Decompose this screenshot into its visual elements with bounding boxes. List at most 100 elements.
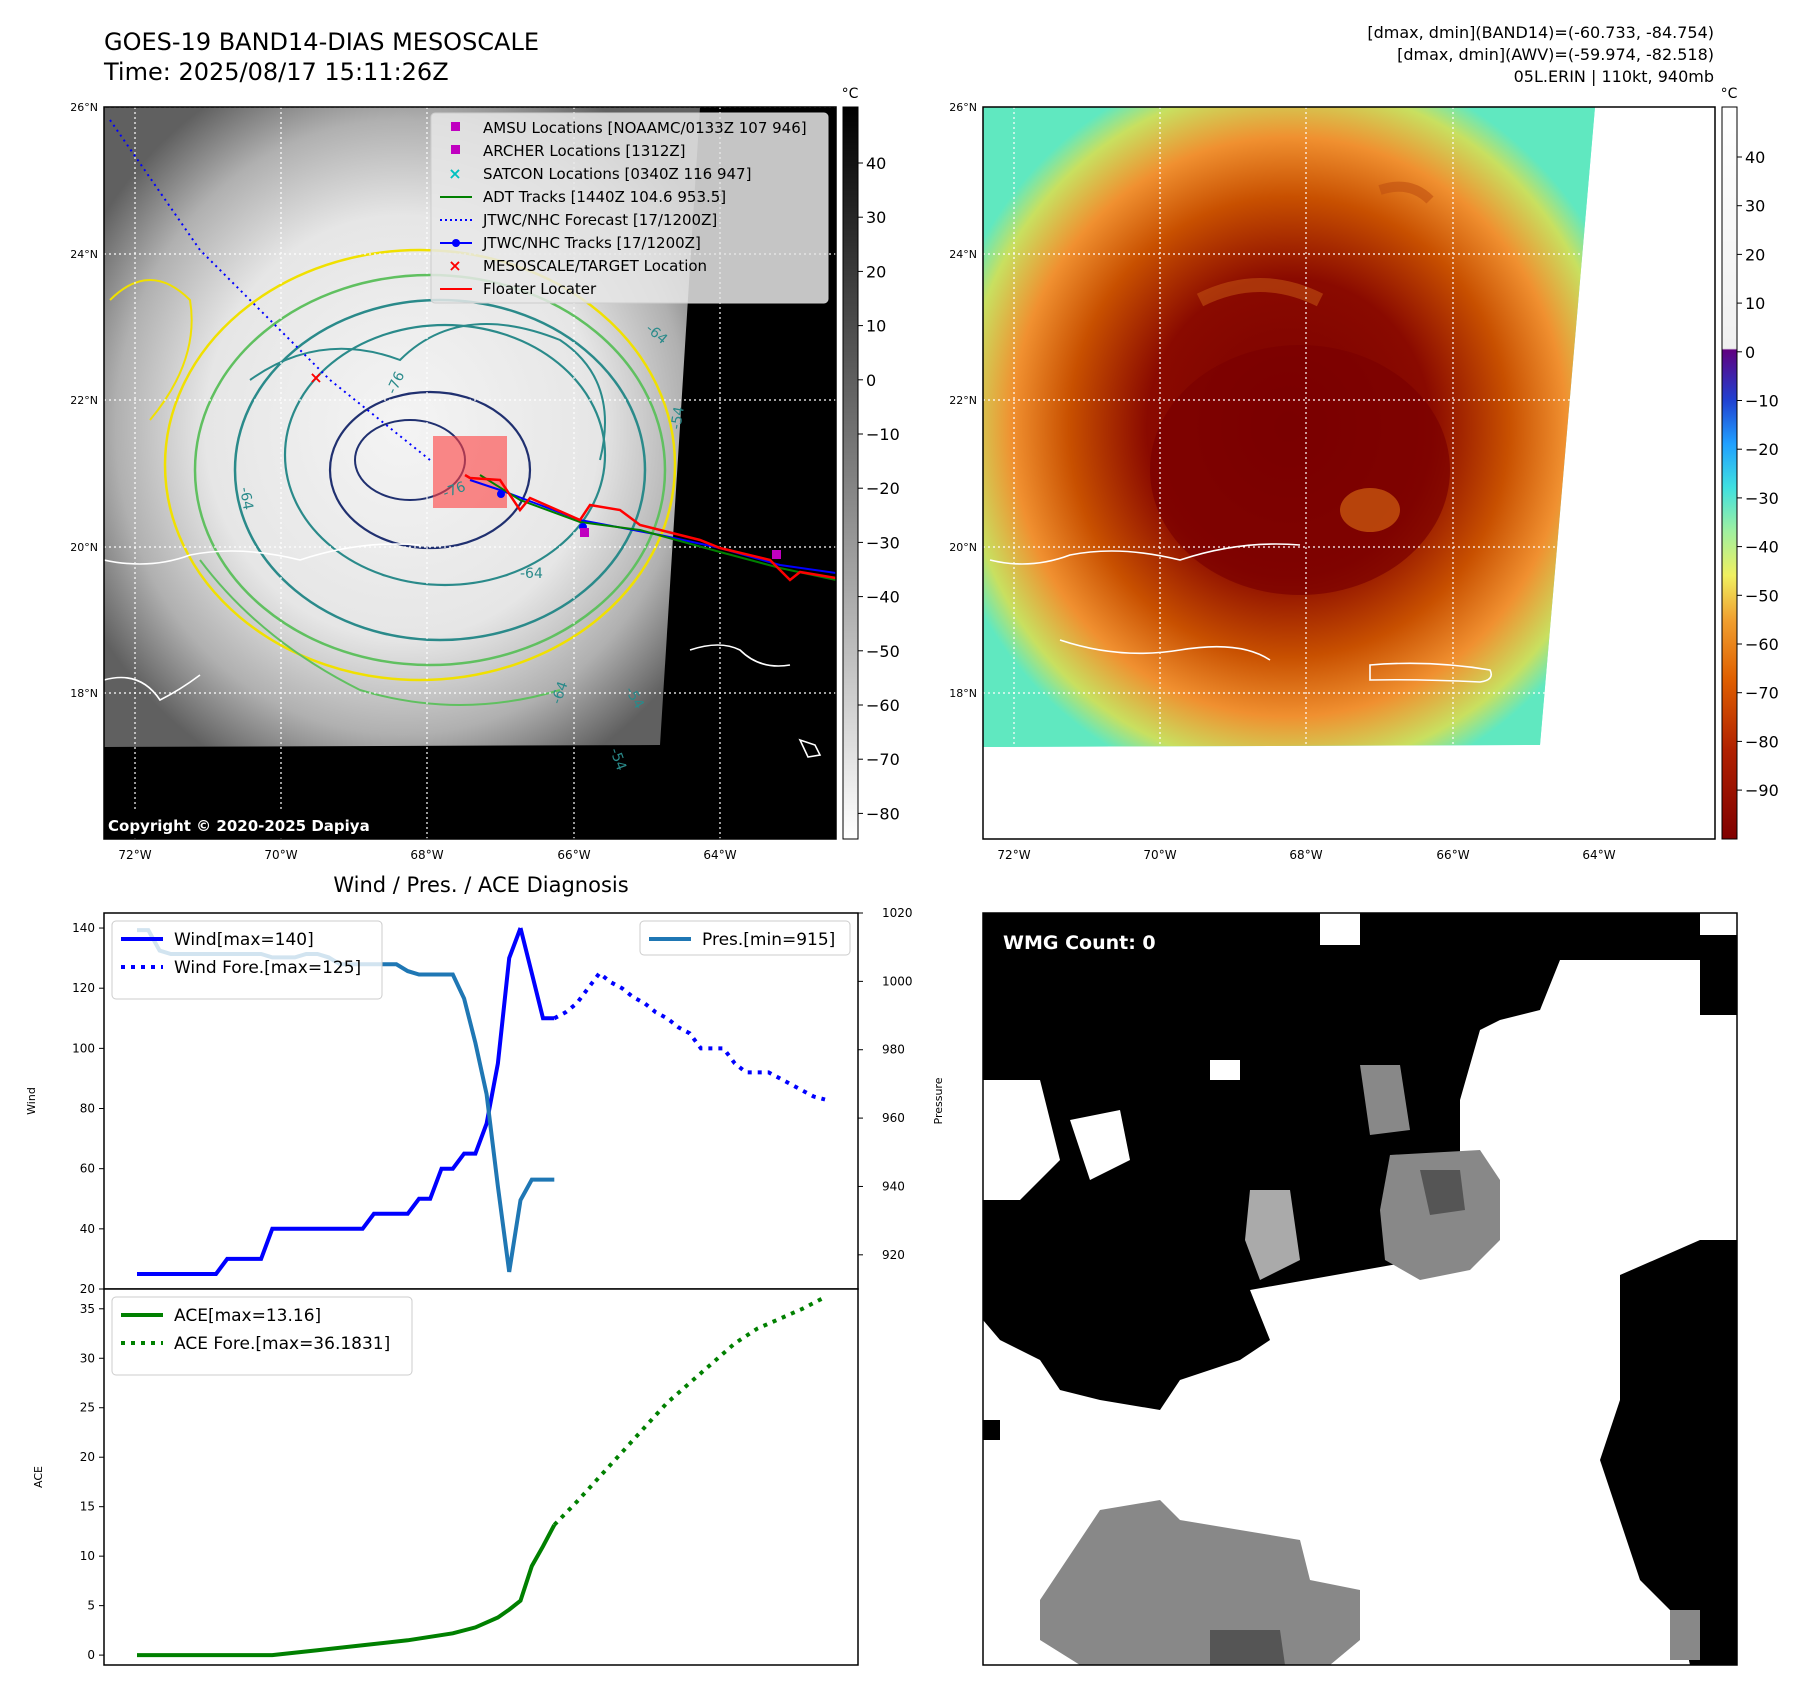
- wmg-count: WMG Count: 0: [1003, 932, 1156, 954]
- contour-label: -54: [606, 746, 629, 773]
- gray-ir-map: × -76 -76 -64 -64 -54 -54 -64 -64 -54 AM…: [103, 106, 837, 840]
- lon-tick-label: 68°W: [1289, 848, 1322, 862]
- y2-tick-label: 980: [882, 1043, 905, 1057]
- legend-label: JTWC/NHC Forecast [17/1200Z]: [482, 211, 717, 229]
- lat-tick-label: 18°N: [949, 687, 977, 700]
- lat-tick-label: 26°N: [70, 101, 98, 114]
- lon-tick-label: 64°W: [1582, 848, 1615, 862]
- y-tick-label: 100: [72, 1041, 95, 1055]
- colorbar-tick-label: −20: [866, 479, 900, 498]
- y-tick-label: 80: [80, 1102, 95, 1116]
- color-ir-map: [982, 106, 1716, 840]
- colorbar-tick-label: 40: [1745, 148, 1765, 167]
- legend-label: JTWC/NHC Tracks [17/1200Z]: [482, 234, 701, 252]
- colorbar-tick-label: −10: [1745, 392, 1779, 411]
- legend-entry: AMSU Locations [NOAAMC/0133Z 107 946]: [451, 119, 807, 137]
- y2-tick-label: 1000: [882, 974, 913, 988]
- lat-tick-label: 22°N: [949, 394, 977, 407]
- color-colorbar: °C 40 30 20 10 0 −10 −20 −30 −40 −50 −60 −70 −80 −90: [1721, 86, 1779, 840]
- legend-entry: JTWC/NHC Forecast [17/1200Z]: [440, 211, 717, 229]
- legend-label: ADT Tracks [1440Z 104.6 953.5]: [483, 188, 726, 206]
- y-tick-label: 20: [80, 1282, 95, 1296]
- series-line: [137, 927, 523, 1276]
- chart-legend: Wind[max=140] Wind Fore.[max=125]: [111, 920, 383, 1000]
- gray-colorbar: °C 40 30 20 10 0 −10 −20 −30 −40 −50 −60 −70 −80: [842, 86, 900, 840]
- contour-label: -54: [668, 405, 688, 430]
- legend-label: SATCON Locations [0340Z 116 947]: [483, 165, 751, 183]
- lat-tick-label: 24°N: [70, 248, 98, 261]
- colorbar-tick-label: 0: [1745, 343, 1755, 362]
- y2-tick-label: 940: [882, 1179, 905, 1193]
- lat-tick-label: 26°N: [949, 101, 977, 114]
- legend-label: ARCHER Locations [1312Z]: [483, 142, 686, 160]
- colorbar-tick-label: −70: [1745, 684, 1779, 703]
- colorbar-tick-label: −70: [866, 750, 900, 769]
- map-legend: AMSU Locations [NOAAMC/0133Z 107 946] ARC…: [430, 112, 829, 304]
- y-tick-label: 35: [80, 1302, 95, 1316]
- colorbar-tick-label: −40: [866, 588, 900, 607]
- colorbar-tick-label: −30: [1745, 489, 1779, 508]
- y2-tick-label: 920: [882, 1248, 905, 1262]
- info-awv: [dmax, dmin](AWV)=(-59.974, -82.518): [1397, 45, 1714, 64]
- lat-tick-label: 20°N: [949, 541, 977, 554]
- lat-tick-label: 22°N: [70, 394, 98, 407]
- colorbar-tick-label: 30: [1745, 197, 1765, 216]
- lat-tick-label: 20°N: [70, 541, 98, 554]
- lon-tick-label: 70°W: [264, 848, 297, 862]
- y2-tick-label: 1020: [882, 906, 913, 920]
- pressure-axis-label: Pressure: [932, 1077, 945, 1124]
- colorbar-tick-label: 10: [1745, 294, 1765, 313]
- legend-x-marker: ×: [448, 256, 461, 275]
- legend-label: Floater Locater: [483, 280, 597, 298]
- colorbar-tick-label: 10: [866, 317, 886, 336]
- diagnosis-title: Wind / Pres. / ACE Diagnosis: [333, 873, 628, 897]
- colorbar-tick-label: −80: [866, 804, 900, 823]
- y-tick-label: 15: [80, 1500, 95, 1514]
- legend-entry: × SATCON Locations [0340Z 116 947]: [448, 164, 751, 183]
- colorbar-tick-label: −80: [1745, 732, 1779, 751]
- contour-label: -64: [549, 679, 572, 706]
- lon-tick-label: 68°W: [410, 848, 443, 862]
- legend-entry: JTWC/NHC Tracks [17/1200Z]: [440, 234, 701, 252]
- lon-tick-label: 66°W: [1436, 848, 1469, 862]
- series-line: [137, 1523, 557, 1658]
- chart-legend-label: Pres.[min=915]: [702, 930, 835, 950]
- y-tick-label: 25: [80, 1401, 95, 1415]
- colorbar-tick-label: −50: [866, 642, 900, 661]
- wmg-panel: WMG Count: 0: [982, 912, 1738, 1666]
- svg-text:×: ×: [309, 368, 322, 387]
- lon-tick-label: 70°W: [1143, 848, 1176, 862]
- colorbar-tick-label: −10: [866, 425, 900, 444]
- contour-label: -64: [236, 486, 256, 511]
- legend-label: MESOSCALE/TARGET Location: [483, 257, 707, 275]
- ace-axis-label: ACE: [32, 1466, 45, 1488]
- colorbar-tick-label: −30: [866, 533, 900, 552]
- wind-axis-label: Wind: [25, 1087, 38, 1115]
- contour-label: -76: [441, 479, 468, 502]
- wind-pressure-chart: Wind / Pres. / ACE Diagnosis Wind Pressu…: [25, 873, 945, 1296]
- colorbar-tick-label: −20: [1745, 440, 1779, 459]
- colorbar-tick-label: −40: [1745, 538, 1779, 557]
- y-tick-label: 0: [87, 1648, 95, 1662]
- gray-colorbar-unit: °C: [842, 86, 859, 102]
- lon-tick-label: 64°W: [703, 848, 736, 862]
- legend-square-marker: [451, 122, 460, 131]
- colorbar-tick-label: 20: [1745, 245, 1765, 264]
- chart-legend: Pres.[min=915]: [639, 920, 851, 956]
- lon-tick-label: 72°W: [118, 848, 151, 862]
- chart-legend-label: Wind[max=140]: [174, 930, 314, 950]
- colorbar-tick-label: −50: [1745, 586, 1779, 605]
- y2-tick-label: 960: [882, 1111, 905, 1125]
- lat-tick-label: 24°N: [949, 248, 977, 261]
- chart-legend-label: ACE[max=13.16]: [174, 1306, 321, 1326]
- colorbar-tick-label: −60: [1745, 635, 1779, 654]
- info-band14: [dmax, dmin](BAND14)=(-60.733, -84.754): [1367, 23, 1714, 42]
- colorbar-tick-label: 0: [866, 371, 876, 390]
- colorbar-tick-label: 30: [866, 208, 886, 227]
- legend-dot-marker: [452, 239, 460, 247]
- chart-legend-label: ACE Fore.[max=36.1831]: [174, 1334, 390, 1354]
- legend-entry: × MESOSCALE/TARGET Location: [448, 256, 707, 275]
- y-tick-label: 5: [87, 1599, 95, 1613]
- legend-x-marker: ×: [448, 164, 461, 183]
